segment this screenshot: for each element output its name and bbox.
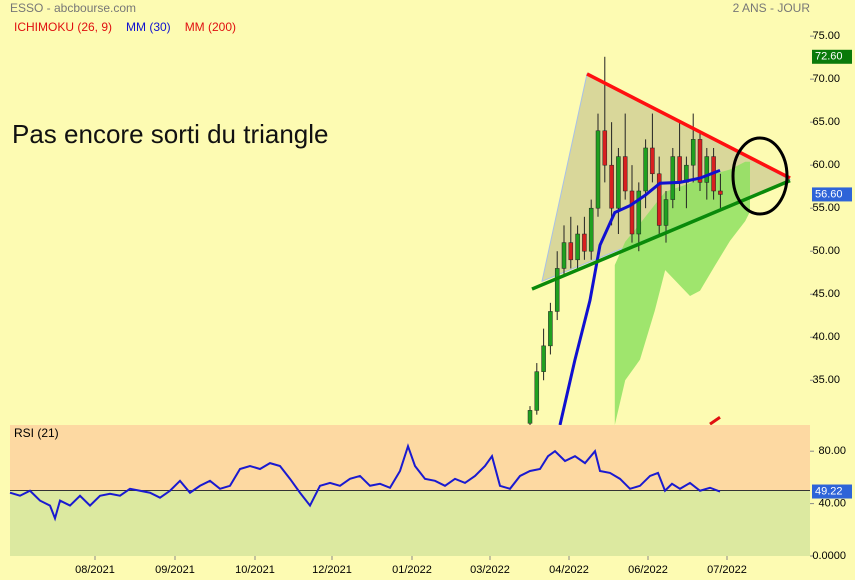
period: 2 ANS - JOUR — [733, 1, 811, 15]
candle-body — [554, 268, 560, 312]
rsi-tick-label: 40.00 — [818, 498, 846, 510]
candle-body — [609, 164, 614, 209]
y-tick-label: 60.00 — [812, 159, 840, 171]
candle-body — [636, 190, 642, 235]
moving-average — [709, 416, 721, 425]
price-panel — [527, 56, 792, 425]
candle-body — [534, 371, 540, 411]
candle-body — [541, 345, 546, 372]
x-tick-label: 06/2022 — [628, 564, 668, 576]
x-tick-label: 09/2021 — [155, 564, 195, 576]
x-tick-label: 01/2022 — [392, 564, 432, 576]
rsi-line — [9, 443, 721, 522]
x-tick-label: 07/2022 — [707, 564, 747, 576]
rsi-last-label: 49.22 — [815, 485, 843, 497]
price-label-box — [812, 49, 852, 64]
candle-body — [568, 242, 574, 261]
y-tick-label: 70.00 — [812, 73, 840, 85]
ichimoku-cloud — [614, 161, 750, 425]
price-label: 72.60 — [815, 51, 843, 63]
price-label-box — [812, 187, 852, 202]
candle-body — [548, 311, 553, 347]
legend-entry: MM (30) — [126, 20, 171, 34]
y-tick-label: 65.00 — [812, 116, 840, 128]
legend-entry: ICHIMOKU (26, 9) — [14, 20, 112, 34]
rsi-tick-label: 0.0000 — [812, 550, 846, 562]
candle-body — [629, 190, 635, 235]
candle-body — [602, 130, 608, 166]
y-tick-label: 75.00 — [812, 30, 840, 42]
trendline — [586, 72, 791, 180]
rsi-lower-zone — [10, 490, 810, 556]
rsi-last-box — [812, 484, 852, 499]
y-tick-label: 45.00 — [812, 288, 840, 300]
candle-body — [690, 139, 696, 166]
rsi-panel: 0.0000 40.00 80.00 49.22 — [9, 425, 852, 562]
y-tick-label: 35.00 — [812, 374, 840, 386]
candle-body — [704, 156, 710, 183]
candle-body — [677, 156, 682, 183]
x-tick-label: 04/2022 — [549, 564, 589, 576]
candle-body — [527, 410, 533, 424]
price-label: 56.60 — [815, 188, 843, 200]
highlight-ellipse — [731, 136, 789, 216]
overlay: ICHIMOKU (26, 9) MM (30) MM (200) 35.00 40.0… — [14, 20, 852, 576]
y-tick-label: 50.00 — [812, 245, 840, 257]
x-tick-label: 08/2021 — [75, 564, 115, 576]
candle-body — [656, 173, 662, 226]
candle-body — [670, 156, 676, 200]
x-tick-label: 03/2022 — [470, 564, 510, 576]
candle-body — [643, 147, 648, 192]
chart-title: ESSO - abcbourse.com — [10, 1, 136, 15]
candle-body — [616, 156, 621, 209]
x-tick-label: 12/2021 — [312, 564, 352, 576]
candle-body — [575, 233, 580, 261]
candle-body — [663, 199, 669, 226]
y-tick-label: 55.00 — [812, 202, 840, 214]
rsi-tick-label: 80.00 — [818, 445, 846, 457]
legend-entry: MM (200) — [185, 20, 236, 34]
candle-body — [697, 139, 703, 183]
candle-body — [561, 242, 567, 269]
candle-body — [622, 156, 628, 192]
candle-body — [595, 130, 601, 209]
x-tick-label: 10/2021 — [235, 564, 275, 576]
moving-average — [558, 168, 721, 425]
candle-body — [718, 190, 723, 195]
rsi-label: RSI (21) — [14, 426, 59, 440]
rsi-upper-zone — [10, 425, 810, 491]
candle-body — [650, 147, 655, 175]
candle-body — [582, 233, 587, 252]
y-tick-label: 40.00 — [812, 331, 840, 343]
annotation: Pas encore sorti du triangle — [12, 119, 329, 149]
trendline — [531, 179, 791, 291]
candle-body — [588, 207, 594, 252]
